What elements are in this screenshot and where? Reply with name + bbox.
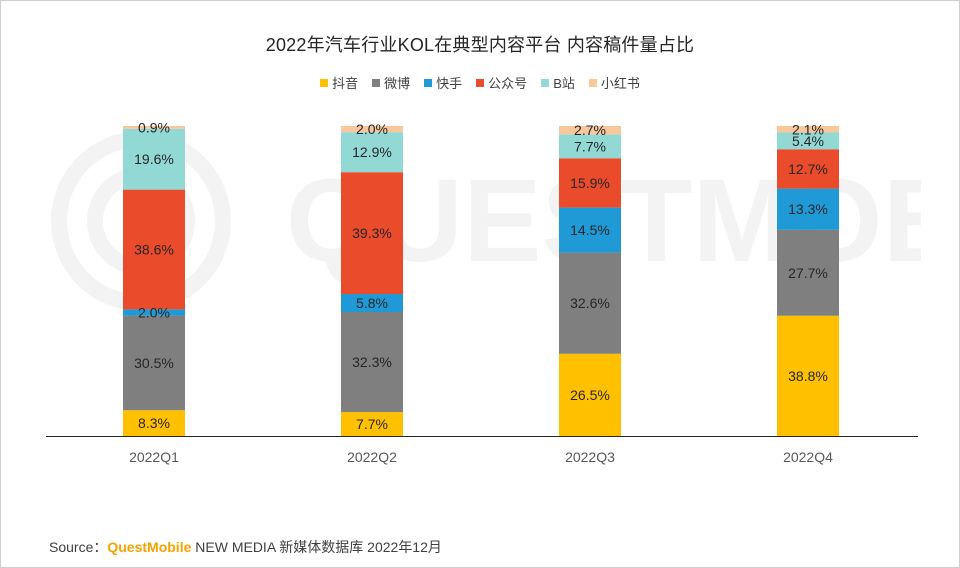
x-tick-label: 2022Q4 bbox=[783, 449, 833, 465]
bar-segment bbox=[777, 126, 839, 133]
bar-segment bbox=[123, 315, 185, 411]
bar-segment bbox=[123, 189, 185, 310]
legend-label: 快手 bbox=[436, 76, 463, 91]
bar-segment bbox=[341, 132, 403, 173]
legend-item: B站 bbox=[541, 73, 575, 92]
legend-item: 快手 bbox=[424, 73, 462, 92]
legend-swatch bbox=[541, 78, 550, 87]
bar-segment bbox=[559, 252, 621, 354]
bar-segment bbox=[777, 149, 839, 189]
legend-item: 抖音 bbox=[320, 73, 358, 92]
source-rest: NEW MEDIA 新媒体数据库 2022年12月 bbox=[191, 539, 442, 555]
legend-item: 小红书 bbox=[588, 73, 640, 92]
legend-label: 公众号 bbox=[488, 76, 528, 91]
bar-segment bbox=[123, 309, 185, 316]
data-label: 0.9% bbox=[138, 119, 170, 135]
x-tick-label: 2022Q1 bbox=[129, 449, 179, 465]
data-label: 38.8% bbox=[788, 368, 828, 384]
x-tick-label: 2022Q3 bbox=[565, 449, 615, 465]
bar-segment bbox=[777, 188, 839, 230]
data-label: 32.6% bbox=[570, 295, 610, 311]
bar-segment bbox=[123, 410, 185, 436]
data-label: 2.0% bbox=[138, 304, 170, 320]
chart-area: 8.3% 30.5% 2.0% 38.6% 19.6% 0.9% 2022Q1 7.7% 32.… bbox=[46, 119, 918, 465]
bar-segment bbox=[341, 312, 403, 413]
data-label: 14.5% bbox=[570, 222, 610, 238]
legend-label: 微博 bbox=[384, 76, 411, 91]
source-note: Source：QuestMobile NEW MEDIA 新媒体数据库 2022… bbox=[49, 537, 442, 557]
data-label: 13.3% bbox=[788, 201, 828, 217]
data-label: 26.5% bbox=[570, 387, 610, 403]
source-brand: QuestMobile bbox=[107, 539, 192, 555]
legend-swatch bbox=[476, 78, 485, 87]
bar-segment bbox=[341, 412, 403, 436]
bar-segment bbox=[777, 315, 839, 436]
data-label: 2.1% bbox=[792, 121, 824, 137]
data-label: 2.7% bbox=[574, 122, 606, 138]
data-label: 19.6% bbox=[134, 151, 174, 167]
data-label: 32.3% bbox=[352, 354, 392, 370]
bar-segment bbox=[559, 126, 621, 135]
bar-segment bbox=[559, 207, 621, 253]
data-label: 2.0% bbox=[356, 121, 388, 137]
bar-segment bbox=[777, 132, 839, 150]
data-label: 12.7% bbox=[788, 161, 828, 177]
legend-label: 小红书 bbox=[600, 76, 640, 91]
data-label: 30.5% bbox=[134, 355, 174, 371]
data-label: 8.3% bbox=[138, 415, 170, 431]
legend-label: 抖音 bbox=[332, 76, 359, 91]
bar-segment bbox=[123, 126, 185, 129]
chart-title: 2022年汽车行业KOL在典型内容平台 内容稿件量占比 bbox=[265, 35, 695, 55]
legend-item: 公众号 bbox=[476, 73, 527, 92]
x-tick-label: 2022Q2 bbox=[347, 449, 397, 465]
data-label: 15.9% bbox=[570, 175, 610, 191]
bar-segment bbox=[123, 128, 185, 190]
legend-item: 微博 bbox=[372, 73, 410, 92]
data-label: 7.7% bbox=[574, 138, 606, 154]
bar-segment bbox=[341, 126, 403, 133]
legend-swatch bbox=[588, 78, 597, 87]
legend-label: B站 bbox=[553, 76, 575, 91]
bar-segment bbox=[341, 294, 403, 312]
data-label: 27.7% bbox=[788, 265, 828, 281]
data-label: 12.9% bbox=[352, 144, 392, 160]
data-label: 7.7% bbox=[356, 416, 388, 432]
data-label: 39.3% bbox=[352, 225, 392, 241]
legend-swatch bbox=[372, 78, 381, 87]
bar-segment bbox=[777, 229, 839, 316]
bar-segment bbox=[559, 158, 621, 208]
bar-segment bbox=[559, 134, 621, 159]
data-label: 5.4% bbox=[792, 133, 824, 149]
legend-swatch bbox=[424, 78, 433, 87]
data-label: 38.6% bbox=[134, 242, 174, 258]
bar-segment bbox=[559, 353, 621, 436]
legend-swatch bbox=[320, 78, 329, 87]
data-label: 5.8% bbox=[356, 295, 388, 311]
source-prefix: Source： bbox=[49, 539, 108, 555]
bar-segment bbox=[341, 172, 403, 295]
legend: 抖音 微博 快手 公众号 B站 小红书 bbox=[1, 73, 959, 92]
